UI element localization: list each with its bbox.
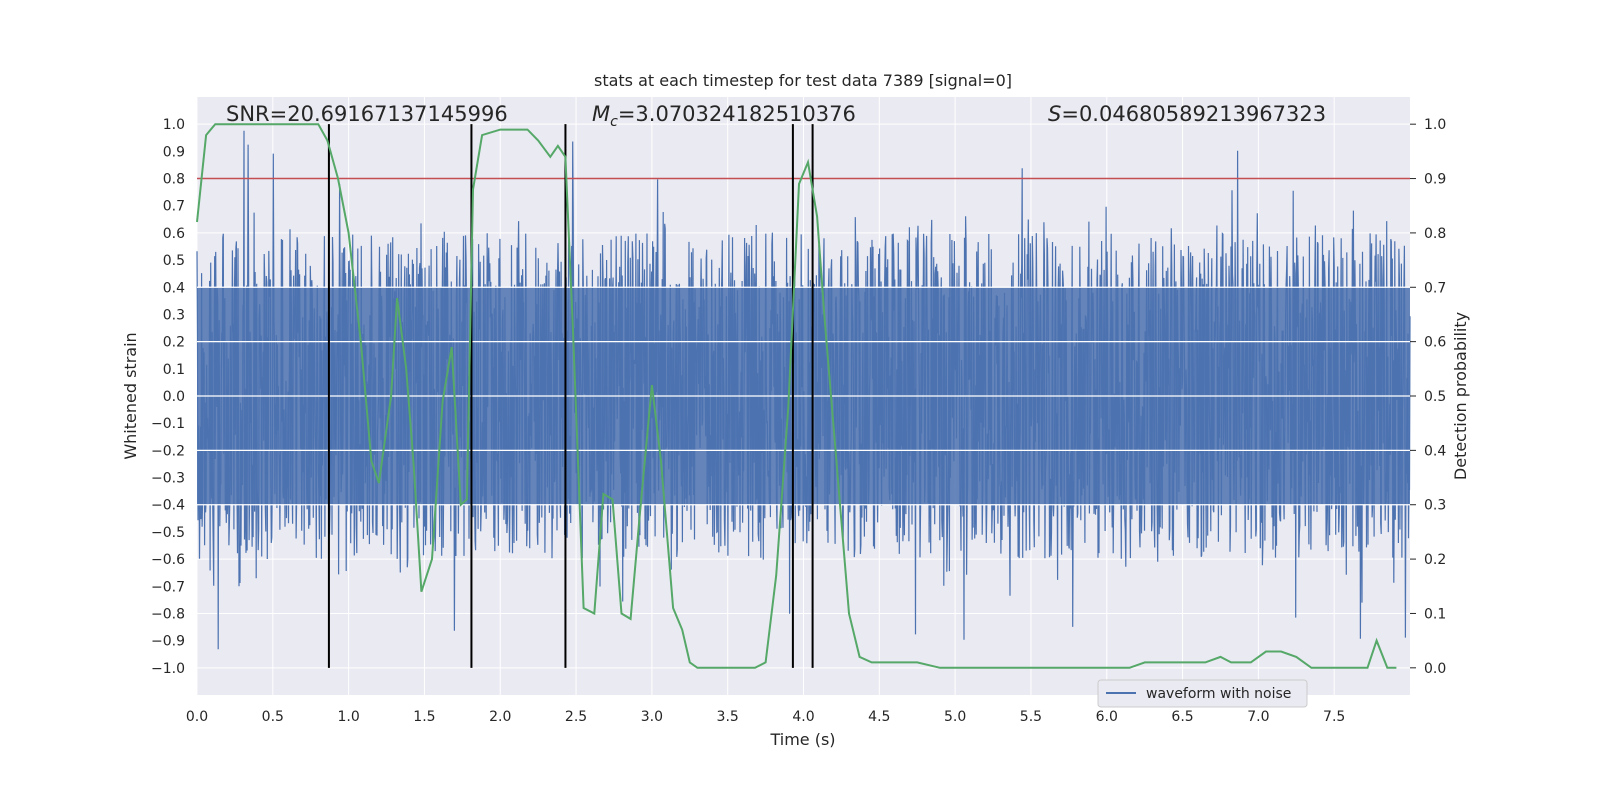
y-tick-label: 0.6 — [163, 226, 185, 242]
y-tick-label: −0.2 — [151, 443, 185, 459]
snr-annotation: SNR=20.69167137145996 — [226, 102, 508, 126]
y-tick-label: 0.7 — [163, 199, 185, 215]
y-tick-label: −0.9 — [151, 634, 185, 650]
y-tick-label: −0.4 — [151, 498, 185, 514]
y2-tick-label: 0.9 — [1424, 172, 1446, 188]
x-tick-label: 5.0 — [944, 709, 966, 725]
x-tick-label: 3.5 — [717, 709, 739, 725]
y-tick-label: −1.0 — [151, 661, 185, 677]
y2-tick-label: 1.0 — [1424, 117, 1446, 133]
x-tick-label: 4.0 — [792, 709, 814, 725]
detection-probability-line — [196, 123, 1397, 669]
y-tick-label: −0.7 — [151, 579, 185, 595]
y-tick-label: 1.0 — [163, 117, 185, 133]
waveform-series — [196, 130, 1411, 650]
y-axis-ticks: 1.0 0.9 0.8 0.7 0.6 0.5 0.4 0.3 0.2 0.1 0.0 −0.1 −0.… — [151, 117, 185, 677]
chirp-mass-subscript: c — [610, 114, 618, 130]
x-tick-label: 0.5 — [262, 709, 284, 725]
y2-tick-label: 0.1 — [1424, 606, 1446, 622]
y-tick-label: −0.6 — [151, 552, 185, 568]
y-tick-label: 0.0 — [163, 389, 185, 405]
x-tick-label: 6.5 — [1171, 709, 1193, 725]
y2-tick-label: 0.0 — [1424, 661, 1446, 677]
y2-axis-label: Detection probability — [1451, 312, 1470, 480]
y2-tick-label: 0.6 — [1424, 335, 1446, 351]
chirp-mass-annotation: Mc=3.070324182510376 — [592, 102, 856, 130]
y2-tick-label: 0.4 — [1424, 443, 1446, 459]
legend: waveform with noise — [1097, 679, 1308, 708]
snr-s-annotation: S=0.04680589213967323 — [1048, 102, 1326, 126]
x-tick-label: 2.0 — [489, 709, 511, 725]
y-tick-label: 0.1 — [163, 362, 185, 378]
x-tick-label: 1.5 — [413, 709, 435, 725]
x-tick-label: 2.5 — [565, 709, 587, 725]
legend-label: waveform with noise — [1146, 686, 1291, 702]
x-axis-ticks: 0.0 0.5 1.0 1.5 2.0 2.5 3.0 3.5 4.0 4.5 5.0 5.5 6.0 6… — [186, 709, 1345, 725]
y-tick-label: 0.5 — [163, 253, 185, 269]
x-tick-label: 4.5 — [868, 709, 890, 725]
y2-tick-label: 0.8 — [1424, 226, 1446, 242]
y-tick-label: 0.4 — [163, 280, 185, 296]
y-tick-label: −0.5 — [151, 525, 185, 541]
y-tick-label: 0.3 — [163, 307, 185, 323]
x-tick-label: 3.0 — [641, 709, 663, 725]
legend-box — [1097, 679, 1308, 708]
y-tick-label: −0.1 — [151, 416, 185, 432]
s-symbol: S — [1048, 102, 1061, 126]
chart-title: stats at each timestep for test data 738… — [594, 71, 1012, 90]
x-tick-label: 5.5 — [1020, 709, 1042, 725]
chirp-mass-symbol: M — [592, 102, 610, 126]
s-value: =0.04680589213967323 — [1061, 102, 1326, 126]
y-tick-label: 0.2 — [163, 335, 185, 351]
y2-axis-ticks: 1.0 0.9 0.8 0.7 0.6 0.5 0.4 0.3 0.2 0.1 0.0 — [1410, 117, 1446, 677]
y-axis-label: Whitened strain — [121, 332, 140, 459]
y2-tick-label: 0.7 — [1424, 280, 1446, 296]
event-lines — [327, 124, 814, 668]
y-tick-label: −0.8 — [151, 606, 185, 622]
y-tick-label: −0.3 — [151, 471, 185, 487]
y-tick-label: 0.9 — [163, 144, 185, 160]
y2-tick-label: 0.2 — [1424, 552, 1446, 568]
x-tick-label: 7.5 — [1323, 709, 1345, 725]
x-tick-label: 7.0 — [1247, 709, 1269, 725]
y-tick-label: 0.8 — [163, 172, 185, 188]
x-tick-label: 1.0 — [337, 709, 359, 725]
chirp-mass-value: =3.070324182510376 — [618, 102, 856, 126]
x-tick-label: 0.0 — [186, 709, 208, 725]
x-tick-label: 6.0 — [1096, 709, 1118, 725]
y2-tick-label: 0.3 — [1424, 498, 1446, 514]
x-axis-label: Time (s) — [769, 730, 835, 749]
y2-tick-label: 0.5 — [1424, 389, 1446, 405]
